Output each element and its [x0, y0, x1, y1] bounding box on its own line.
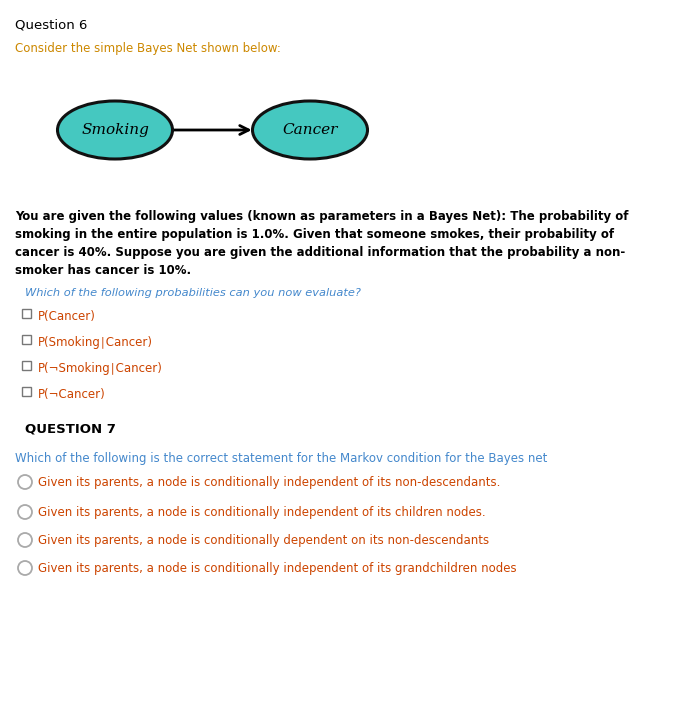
Text: cancer is 40%. Suppose you are given the additional information that the probabi: cancer is 40%. Suppose you are given the… [15, 246, 625, 259]
Text: Given its parents, a node is conditionally dependent on its non-descendants: Given its parents, a node is conditional… [38, 534, 489, 547]
Text: P(Cancer): P(Cancer) [38, 310, 96, 323]
Text: Consider the simple Bayes Net shown below:: Consider the simple Bayes Net shown belo… [15, 42, 281, 55]
Text: Smoking: Smoking [81, 123, 149, 137]
Text: Cancer: Cancer [282, 123, 337, 137]
Text: QUESTION 7: QUESTION 7 [25, 422, 116, 435]
Text: smoking in the entire population is 1.0%. Given that someone smokes, their proba: smoking in the entire population is 1.0%… [15, 228, 614, 241]
Text: Given its parents, a node is conditionally independent of its non-descendants.: Given its parents, a node is conditional… [38, 476, 500, 489]
Bar [22, 360, 31, 369]
Circle shape [18, 505, 32, 519]
Text: P(¬Smoking∣Cancer): P(¬Smoking∣Cancer) [38, 362, 163, 375]
Text: Given its parents, a node is conditionally independent of its grandchildren node: Given its parents, a node is conditional… [38, 562, 516, 575]
Text: P(Smoking∣Cancer): P(Smoking∣Cancer) [38, 336, 153, 349]
Circle shape [18, 561, 32, 575]
Text: You are given the following values (known as parameters in a Bayes Net): The pro: You are given the following values (know… [15, 210, 629, 223]
Text: Question 6: Question 6 [15, 18, 87, 31]
Bar [22, 309, 31, 317]
Text: P(¬Cancer): P(¬Cancer) [38, 388, 106, 401]
Text: Which of the following is the correct statement for the Markov condition for the: Which of the following is the correct st… [15, 452, 547, 465]
Bar [22, 386, 31, 396]
Text: Given its parents, a node is conditionally independent of its children nodes.: Given its parents, a node is conditional… [38, 506, 486, 519]
Circle shape [18, 533, 32, 547]
Bar [22, 334, 31, 343]
Text: smoker has cancer is 10%.: smoker has cancer is 10%. [15, 264, 191, 277]
Ellipse shape [252, 101, 367, 159]
Ellipse shape [57, 101, 172, 159]
Circle shape [18, 475, 32, 489]
Text: Which of the following probabilities can you now evaluate?: Which of the following probabilities can… [25, 288, 361, 298]
